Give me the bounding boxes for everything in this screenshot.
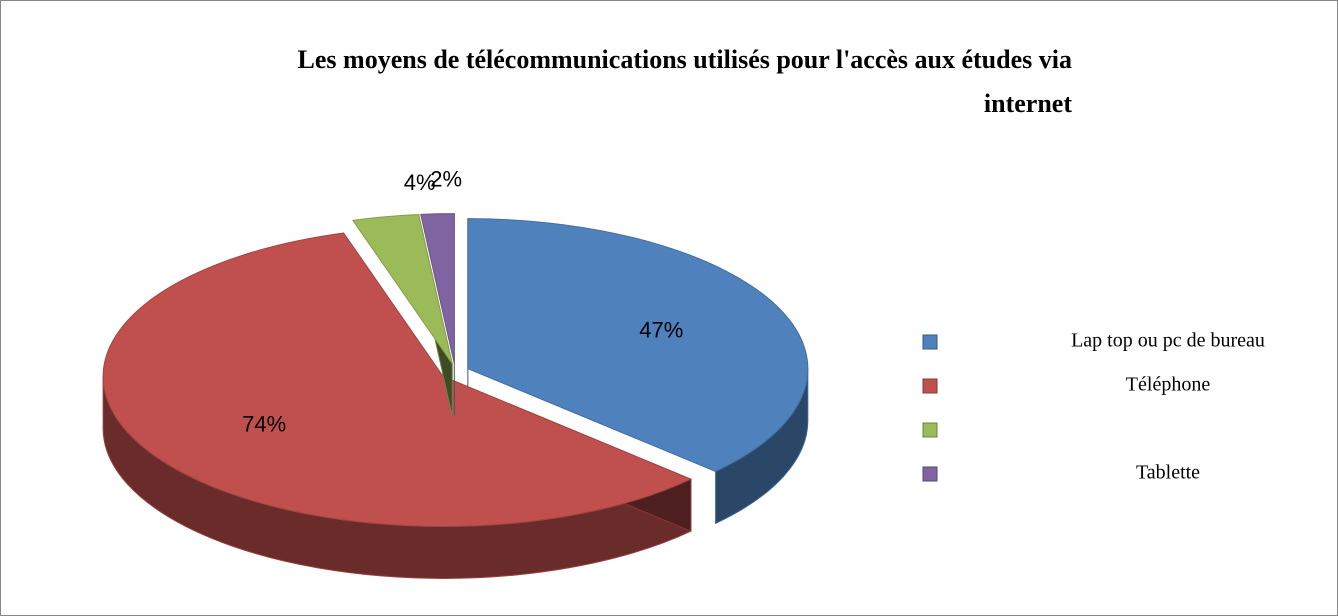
legend-swatch bbox=[922, 466, 938, 482]
legend-label: Téléphone bbox=[1126, 374, 1211, 396]
chart-title: Les moyens de télécommunications utilisé… bbox=[297, 45, 1072, 118]
slice bbox=[102, 232, 693, 579]
slice bbox=[467, 218, 809, 525]
data-label: 74% bbox=[242, 411, 286, 436]
legend-label: Tablette bbox=[1136, 462, 1200, 484]
legend-swatch bbox=[922, 378, 938, 394]
slice-top bbox=[351, 213, 453, 365]
legend-swatch bbox=[922, 422, 938, 438]
legend-swatch bbox=[922, 334, 938, 350]
slice-top bbox=[467, 218, 809, 472]
data-label: 4% bbox=[404, 170, 436, 195]
slice bbox=[420, 213, 455, 416]
legend-label: Lap top ou pc de bureau bbox=[1071, 330, 1265, 352]
slice-top bbox=[420, 213, 455, 364]
slice-top bbox=[102, 232, 693, 527]
slice bbox=[351, 213, 453, 416]
data-label: 47% bbox=[639, 318, 683, 343]
data-label: 2% bbox=[430, 167, 462, 192]
